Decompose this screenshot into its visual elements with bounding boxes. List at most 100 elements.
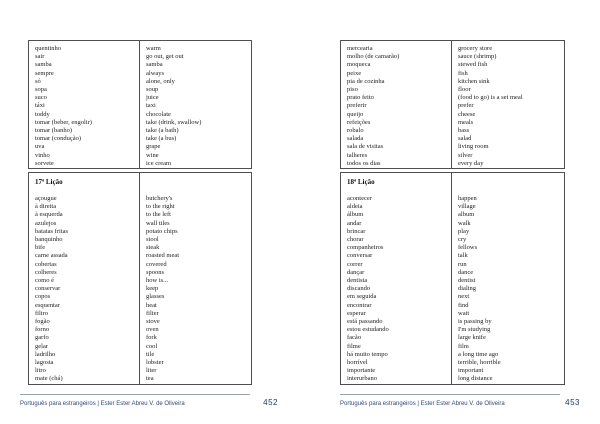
footer-rule — [340, 394, 560, 395]
vocab-translation: large knife — [458, 334, 486, 342]
vocab-term: companheiros — [347, 244, 384, 252]
vocab-translation: chocolate — [146, 110, 171, 118]
vocab-term: litro — [35, 367, 46, 375]
vocab-translation: living room — [458, 143, 489, 151]
vocab-term: sair — [35, 53, 45, 61]
footer-book-title: Português para estrangeiros | Ester Este… — [20, 401, 185, 407]
vocab-translation: talk — [458, 252, 468, 260]
vocab-term: álbum — [347, 211, 364, 219]
vocab-translation: stool — [146, 236, 159, 244]
vocab-term: dentista — [347, 277, 368, 285]
vocab-translation: cry — [458, 236, 467, 244]
vocab-translation: walk — [458, 219, 471, 227]
lesson-17-header: 17ª Lição — [35, 178, 63, 186]
vocab-term: discando — [347, 285, 371, 293]
vocab-translation: go out, get out — [146, 53, 184, 61]
vocab-term: tomar (condução) — [35, 135, 82, 143]
vocab-term: colheres — [35, 268, 57, 276]
vocab-translation: take (a bath) — [146, 127, 179, 135]
vocab-term: bife — [35, 244, 46, 252]
vocab-translation: grocery store — [458, 45, 493, 52]
vocab-translation: wine — [146, 151, 159, 159]
vocab-translation: to the left — [146, 211, 171, 219]
vocab-term: aldeia — [347, 203, 363, 211]
vocab-term: tomar (beber, engolir) — [35, 118, 92, 126]
vocab-term: estou estudando — [347, 326, 389, 334]
vocab-table-top-left: quentinho sair samba sempre só sopa suco táxi to… — [28, 40, 252, 169]
vocab-term: peixe — [347, 69, 362, 77]
vocab-term: mate (chá) — [35, 375, 63, 383]
vocab-translation: taxi — [146, 102, 156, 110]
footer-book-title: Português para estrangeiros | Ester Este… — [340, 401, 505, 407]
vocab-translation: play — [458, 227, 470, 235]
vocab-term: dançar — [347, 268, 365, 276]
english-column: warm go out, get out samba always alone, onl… — [139, 41, 251, 168]
vocab-term: facão — [347, 334, 362, 342]
vocab-translation: liter — [146, 367, 157, 375]
vocab-term: como é — [35, 277, 54, 285]
vocab-translation: dialing — [458, 285, 477, 293]
vocab-translation: fork — [146, 334, 157, 342]
vocab-translation: meals — [458, 118, 474, 126]
vocab-translation: floor — [458, 86, 471, 94]
vocab-term: fogão — [35, 318, 50, 326]
vocab-translation: roasted meat — [146, 252, 180, 260]
portuguese-column: 17ª Lição açougue à direita à esquerda azul… — [29, 173, 139, 384]
vocab-translation: salad — [458, 135, 472, 143]
vocab-term: brincar — [347, 227, 366, 235]
vocab-translation: cool — [146, 342, 158, 350]
vocab-term: há muito tempo — [347, 350, 388, 358]
vocab-term: interurbano — [347, 375, 377, 383]
vocab-translation: film — [458, 342, 469, 350]
vocab-term: todos os dias — [347, 159, 381, 167]
page-number: 452 — [263, 398, 278, 407]
vocab-translation: steak — [146, 244, 160, 252]
vocab-term: gelar — [35, 342, 48, 350]
vocab-translation: take (a bus) — [146, 135, 177, 143]
vocab-translation: I'm studying — [458, 326, 491, 334]
page-number: 453 — [565, 398, 580, 407]
vocab-translation: oven — [146, 326, 159, 334]
vocab-term: molho (de camarão) — [347, 53, 400, 61]
vocab-term: em seguida — [347, 293, 377, 301]
vocab-term: filme — [347, 342, 361, 350]
vocab-table-lesson18: 18ª Lição acontecer aldeia álbum andar brinc… — [340, 172, 565, 385]
vocab-term: uva — [35, 143, 45, 151]
vocab-term: chorar — [347, 236, 364, 244]
vocab-translation: dance — [458, 268, 474, 276]
vocab-term: correr — [347, 260, 363, 268]
portuguese-column: mercearia molho (de camarão) moqueca peixe p… — [341, 41, 451, 168]
vocab-term: sempre — [35, 69, 54, 77]
vocab-translation: take (drink, swallow) — [146, 118, 202, 126]
vocab-translation: (food to go) is a set meal — [458, 94, 523, 102]
vocab-translation: album — [458, 211, 475, 219]
vocab-term: importante — [347, 367, 376, 375]
vocab-term: lagosta — [35, 359, 54, 367]
vocab-translation: filter — [146, 309, 159, 317]
vocab-translation: alone, only — [146, 77, 175, 85]
vocab-translation: wait — [458, 309, 470, 317]
vocab-term: pia de cozinha — [347, 77, 385, 85]
footer-left: Português para estrangeiros | Ester Este… — [20, 394, 278, 407]
vocab-translation: potato chips — [146, 227, 178, 235]
vocab-term: sala de visitas — [347, 143, 384, 151]
vocab-term: tomar (banho) — [35, 127, 73, 135]
vocab-translation: soup — [146, 86, 159, 94]
vocab-term: vinho — [35, 151, 50, 159]
footer-rule — [20, 394, 250, 395]
vocab-term: filtro — [35, 309, 48, 317]
vocab-term: forno — [35, 326, 50, 334]
vocab-translation: important — [458, 367, 484, 375]
vocab-term: quentinho — [35, 45, 61, 52]
vocab-translation: to the right — [146, 203, 175, 211]
vocab-term: garfo — [35, 334, 49, 342]
vocab-term: batatas fritas — [35, 227, 69, 235]
vocab-term: esquentar — [35, 301, 60, 309]
vocab-term: suco — [35, 94, 47, 102]
vocab-translation: juice — [146, 94, 159, 102]
vocab-translation: bass — [458, 127, 470, 135]
vocab-translation: fellows — [458, 244, 478, 252]
vocab-translation: grape — [146, 143, 161, 151]
vocab-translation: is passing by — [458, 318, 492, 326]
vocab-table-top-right: mercearia molho (de camarão) moqueca peixe p… — [340, 40, 565, 169]
